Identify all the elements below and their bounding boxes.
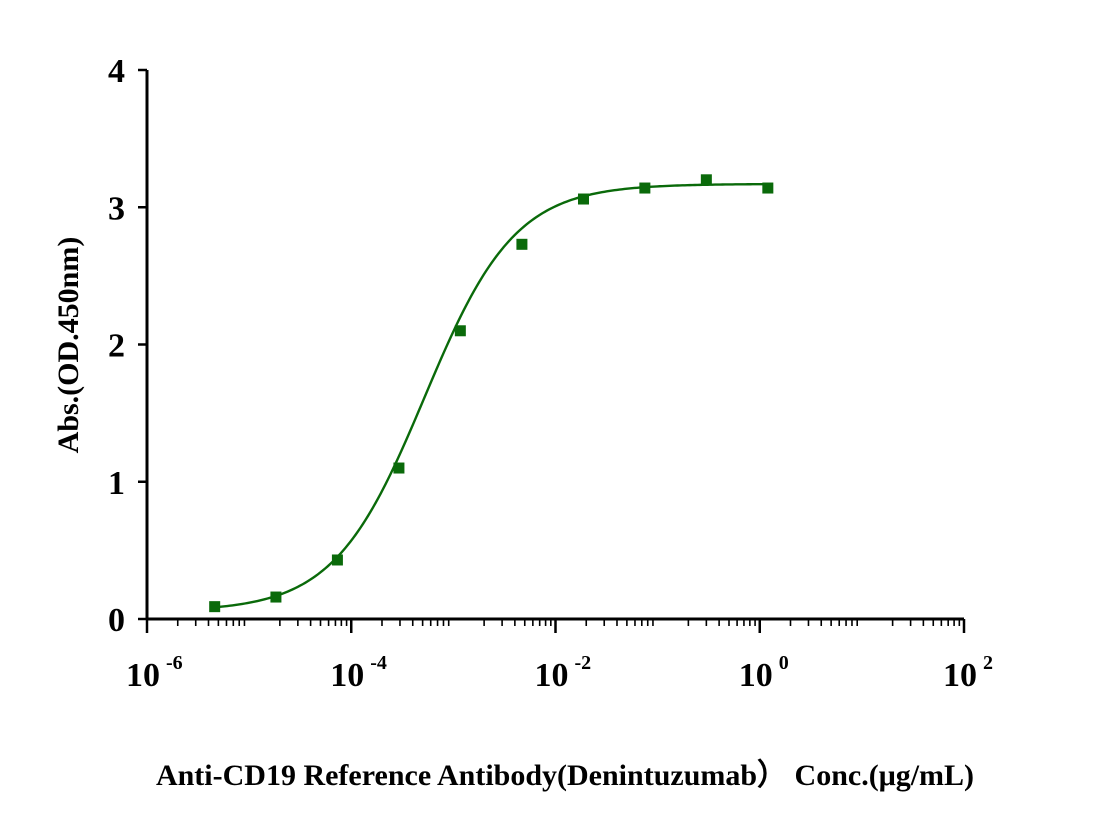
x-tick-exponent: -2	[575, 652, 592, 674]
x-tick-label: 10	[535, 657, 569, 694]
y-axis-title: Abs.(OD.450nm)	[52, 237, 85, 454]
y-tick-label: 0	[108, 602, 125, 639]
x-tick-base: 10	[126, 657, 160, 694]
data-points	[209, 174, 774, 613]
x-tick-base: 10	[943, 657, 977, 694]
data-point	[700, 174, 712, 186]
y-tick-label: 2	[108, 328, 125, 365]
data-point	[393, 462, 405, 474]
x-minor-ticks	[176, 619, 961, 626]
x-tick-exponent: 2	[983, 652, 993, 674]
x-tick-exponent: -6	[166, 652, 183, 674]
data-point	[762, 182, 774, 194]
x-tick-label: 10	[330, 657, 364, 694]
x-tick-label: 10	[739, 657, 773, 694]
axes	[145, 70, 964, 621]
x-tick-exponent: -4	[370, 652, 387, 674]
y-tick-label: 3	[108, 190, 125, 227]
y-ticks: 0 1 2 3 4	[108, 53, 147, 639]
fit-curve	[214, 182, 768, 609]
data-point	[454, 325, 466, 337]
x-tick-label: 10	[943, 657, 977, 694]
x-tick-exponent: 0	[779, 652, 789, 674]
data-point	[639, 182, 651, 194]
x-axis-title: Anti-CD19 Reference Antibody(Denintuzuma…	[156, 758, 974, 792]
x-ticks: 10 -6 10 -4 10 -2 10 0 10 2	[126, 619, 993, 694]
data-point	[270, 591, 282, 603]
data-point	[331, 554, 343, 566]
data-point	[516, 238, 528, 250]
x-tick-base: 10	[739, 657, 773, 694]
x-tick-base: 10	[535, 657, 569, 694]
data-point	[209, 601, 221, 613]
x-tick-label: 10	[126, 657, 160, 694]
y-tick-label: 4	[108, 53, 125, 90]
y-tick-label: 1	[108, 465, 125, 502]
data-point	[577, 193, 589, 205]
x-tick-base: 10	[330, 657, 364, 694]
